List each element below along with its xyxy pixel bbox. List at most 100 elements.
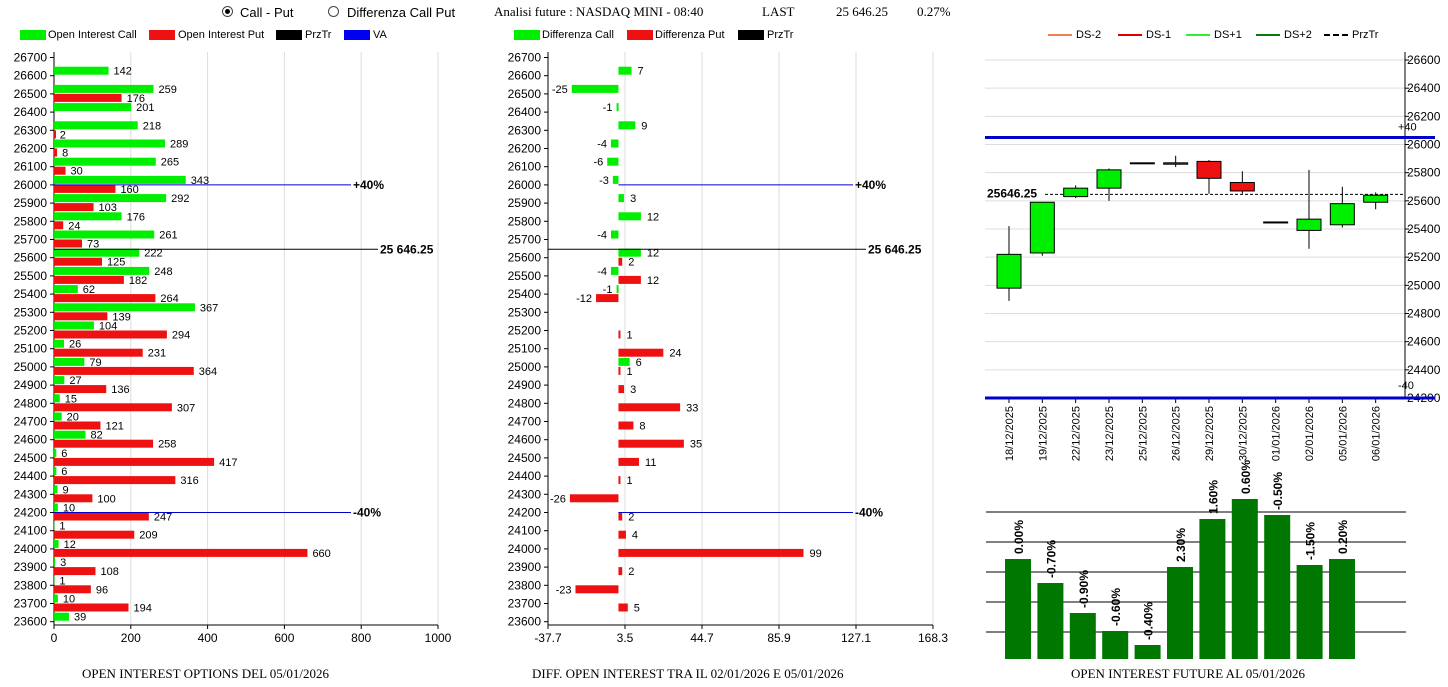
date-label: 30/12/2025 [1237, 406, 1249, 461]
va-label: -40% [353, 506, 381, 520]
diff-put-bar [618, 421, 634, 430]
va-hline-label: +40 [1398, 121, 1417, 133]
legend-dsm2-label: DS-2 [1076, 29, 1102, 41]
legend-diff-put-label: Differenza Put [655, 29, 725, 41]
diff-call-label: -1 [603, 102, 613, 114]
call-oi-bar [54, 485, 58, 494]
legend-prztr-swatch [276, 30, 302, 40]
x-tick-label: 85.9 [767, 631, 791, 645]
diff-call-bar [616, 103, 619, 112]
strike-label: 25600 [14, 251, 48, 265]
y-tick-label: 24800 [1407, 307, 1441, 321]
diff-call-label: -1 [603, 284, 613, 296]
call-oi-bar [54, 430, 86, 439]
diff-put-bar [618, 330, 621, 339]
call-oi-label: 15 [65, 393, 77, 405]
call-oi-label: 10 [63, 503, 75, 515]
put-oi-label: 176 [127, 93, 145, 105]
x-tick-label: 400 [198, 631, 218, 645]
strike-label: 24700 [508, 415, 542, 429]
candle-body [1263, 221, 1289, 224]
legend-diff-call-swatch [514, 30, 540, 40]
future-oi-bar [1329, 559, 1355, 659]
diff-put-bar [618, 548, 804, 557]
diff-put-label: 2 [628, 257, 634, 269]
diff-put-label: 4 [632, 530, 638, 542]
put-oi-bar [54, 366, 194, 375]
date-label: 25/12/2025 [1137, 406, 1149, 461]
put-oi-label: 108 [100, 566, 118, 578]
strike-label: 26200 [508, 142, 542, 156]
strike-label: 23800 [508, 578, 542, 592]
call-oi-bar [54, 285, 78, 294]
candle-body [1229, 182, 1255, 192]
legend-dsp2-label: DS+2 [1284, 29, 1312, 41]
strike-label: 25100 [14, 342, 48, 356]
legend-prztr3-label: PrzTr [1352, 29, 1379, 41]
chart2-title: DIFF. OPEN INTEREST TRA IL 02/01/2026 E … [532, 666, 844, 681]
strike-label: 25000 [14, 360, 48, 374]
x-tick-label: 127.1 [841, 631, 871, 645]
call-oi-label: 248 [154, 266, 172, 278]
put-oi-bar [54, 385, 107, 394]
strike-label: 25100 [508, 342, 542, 356]
legend-diff-prztr-swatch [738, 30, 764, 40]
put-oi-bar [54, 494, 93, 503]
put-oi-bar [54, 457, 215, 466]
last-value: 25 646.25 [836, 4, 888, 19]
prztr-label: 25646.25 [987, 186, 1037, 200]
strike-label: 23600 [508, 615, 542, 629]
put-oi-label: 660 [312, 548, 330, 560]
strike-label: 26200 [14, 142, 48, 156]
va-label: -40% [855, 506, 883, 520]
put-oi-bar [54, 548, 308, 557]
strike-label: 25500 [14, 269, 48, 283]
diff-call-put-radio[interactable] [328, 6, 339, 17]
date-label: 18/12/2025 [1004, 406, 1016, 461]
strike-label: 25800 [14, 214, 48, 228]
future-oi-bar [1296, 565, 1323, 659]
price-label: 25 646.25 [380, 242, 434, 256]
strike-label: 25500 [508, 269, 542, 283]
call-oi-bar [54, 175, 186, 184]
diff-put-label: 12 [647, 275, 659, 287]
diff-put-label: 8 [639, 421, 645, 433]
diff-put-bar [618, 385, 625, 394]
diff-put-bar [618, 530, 626, 539]
put-oi-label: 160 [120, 184, 138, 196]
price-label: 25 646.25 [868, 242, 922, 256]
last-label: LAST [762, 4, 795, 19]
put-oi-bar [54, 530, 135, 539]
strike-label: 23600 [14, 615, 48, 629]
diff-put-label: 33 [686, 402, 698, 414]
put-oi-label: 136 [111, 384, 129, 396]
future-oi-bar [1134, 645, 1161, 659]
future-oi-label: 0.20% [1336, 520, 1350, 554]
call-put-radio[interactable] [222, 6, 233, 17]
strike-label: 26600 [508, 69, 542, 83]
put-oi-bar [54, 221, 64, 230]
diff-put-bar [618, 439, 684, 448]
legend-dsm1-label: DS-1 [1146, 29, 1172, 41]
put-oi-label: 264 [160, 293, 178, 305]
put-oi-bar [54, 421, 101, 430]
diff-call-bar [607, 157, 619, 166]
strike-label: 23700 [14, 597, 48, 611]
strike-label: 25600 [508, 251, 542, 265]
put-oi-bar [54, 239, 83, 248]
x-tick-label: 3.5 [617, 631, 634, 645]
x-tick-label: 0 [51, 631, 58, 645]
va-hline-label: -40 [1398, 380, 1414, 392]
strike-label: 24400 [508, 469, 542, 483]
strike-label: 26400 [14, 105, 48, 119]
future-oi-label: -0.70% [1044, 540, 1058, 578]
diff-call-label: -4 [597, 139, 607, 151]
x-tick-label: 168.3 [918, 631, 948, 645]
candle-body [1363, 194, 1389, 203]
legend-diff-put-swatch [627, 30, 653, 40]
call-oi-bar [54, 230, 155, 239]
future-oi-bar [1005, 559, 1031, 659]
put-oi-bar [54, 130, 56, 139]
put-oi-label: 125 [107, 257, 125, 269]
put-oi-bar [54, 312, 108, 321]
